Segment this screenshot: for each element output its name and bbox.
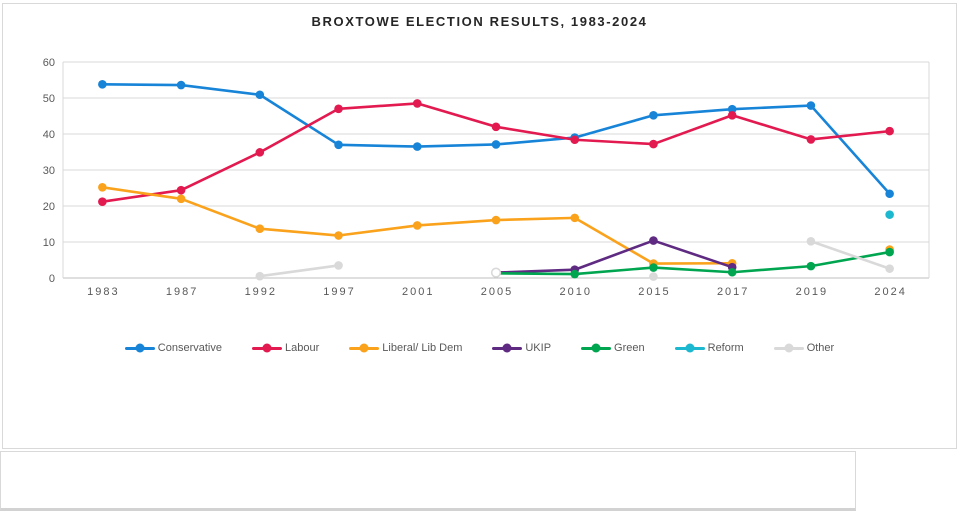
legend-item-labour: Labour — [252, 342, 319, 354]
marker-other — [806, 236, 816, 246]
legend-marker-icon — [349, 343, 380, 353]
marker-labour — [806, 135, 816, 144]
chart-legend: Conservative Labour Liberal/ Lib Dem UKIP Gr… — [3, 342, 956, 354]
marker-other — [649, 272, 658, 281]
marker-ukip — [649, 236, 658, 245]
marker-conservative — [176, 80, 186, 90]
legend-item-reform: Reform — [674, 342, 744, 354]
x-tick-label: 2005 — [481, 286, 513, 298]
x-tick-label: 2017 — [717, 286, 749, 298]
x-tick-label: 2024 — [874, 286, 906, 298]
legend-label: Liberal/ Lib Dem — [382, 342, 463, 354]
marker-conservative — [806, 101, 816, 110]
x-tick-label: 1987 — [166, 286, 198, 298]
marker-liberal-lib-dem — [176, 194, 186, 204]
y-tick-label: 30 — [43, 165, 55, 177]
y-tick-label: 50 — [43, 93, 55, 105]
marker-conservative — [334, 140, 343, 150]
series-line-other — [258, 264, 340, 278]
marker-conservative — [412, 142, 422, 151]
legend-label: Labour — [285, 342, 320, 354]
legend-label: Reform — [707, 342, 744, 354]
x-tick-label: 1992 — [245, 286, 277, 298]
legend-item-ukip: UKIP — [492, 342, 551, 354]
y-tick-label: 40 — [43, 129, 55, 141]
legend-item-conservative: Conservative — [124, 342, 222, 354]
series-line-other — [809, 239, 891, 270]
legend-marker-icon — [252, 343, 282, 353]
series-line-conservative — [101, 83, 891, 196]
y-tick-label: 0 — [49, 273, 55, 285]
legend-marker-icon — [124, 343, 155, 353]
x-tick-label: 2010 — [559, 286, 591, 298]
marker-labour — [727, 110, 737, 120]
x-tick-label: 2019 — [796, 286, 828, 298]
marker-other — [490, 267, 502, 278]
series-line-green — [494, 250, 891, 276]
marker-labour — [255, 148, 265, 157]
marker-green — [570, 269, 580, 279]
legend-label: UKIP — [525, 342, 552, 354]
x-tick-label: 1997 — [323, 286, 355, 298]
plot-area: 0 10 20 30 40 50 60 1983 1987 1992 1997 2001 2005 201… — [43, 57, 930, 298]
marker-labour — [649, 139, 658, 149]
marker-liberal-lib-dem — [570, 213, 580, 223]
marker-labour — [491, 122, 501, 132]
marker-labour — [412, 99, 422, 108]
marker-conservative — [491, 140, 501, 149]
legend-marker-icon — [492, 343, 523, 353]
marker-liberal-lib-dem — [98, 182, 107, 192]
lower-panel — [0, 451, 856, 511]
legend-item-liberal-lib-dem: Liberal/ Lib Dem — [349, 342, 462, 354]
legend-label: Conservative — [157, 342, 222, 354]
marker-labour — [570, 135, 580, 145]
marker-labour — [885, 126, 894, 136]
marker-other — [885, 264, 894, 273]
marker-liberal-lib-dem — [412, 221, 422, 230]
legend-label: Other — [806, 342, 835, 354]
marker-labour — [334, 104, 343, 114]
marker-conservative — [727, 104, 737, 114]
legend-marker-icon — [773, 343, 804, 353]
y-tick-label: 20 — [43, 201, 55, 213]
marker-conservative — [98, 80, 107, 89]
legend-marker-icon — [581, 343, 612, 353]
marker-conservative — [649, 110, 658, 120]
marker-other — [334, 261, 343, 270]
marker-liberal-lib-dem — [255, 224, 265, 233]
marker-green — [649, 263, 658, 272]
marker-green — [806, 261, 816, 271]
chart-container: BROXTOWE ELECTION RESULTS, 1983-2024 0 10… — [2, 3, 957, 449]
marker-reform — [885, 210, 894, 219]
marker-conservative — [255, 90, 265, 100]
marker-labour — [176, 185, 186, 195]
legend-item-green: Green — [581, 342, 645, 354]
y-tick-label: 60 — [43, 57, 55, 69]
marker-green — [727, 267, 737, 277]
y-tick-label: 10 — [43, 237, 55, 249]
chart-title: BROXTOWE ELECTION RESULTS, 1983-2024 — [311, 14, 648, 29]
series-line-ukip — [494, 239, 734, 274]
series-line-labour — [101, 102, 891, 203]
legend-item-other: Other — [773, 342, 835, 354]
marker-labour — [98, 197, 107, 206]
marker-liberal-lib-dem — [334, 231, 343, 240]
marker-conservative — [885, 189, 894, 199]
x-tick-label: 1983 — [87, 286, 119, 298]
legend-marker-icon — [674, 343, 705, 353]
legend-label: Green — [614, 342, 645, 354]
marker-green — [885, 247, 894, 257]
marker-other — [255, 271, 265, 281]
x-tick-label: 2001 — [402, 286, 434, 298]
x-tick-label: 2015 — [638, 286, 670, 298]
marker-liberal-lib-dem — [491, 215, 501, 225]
